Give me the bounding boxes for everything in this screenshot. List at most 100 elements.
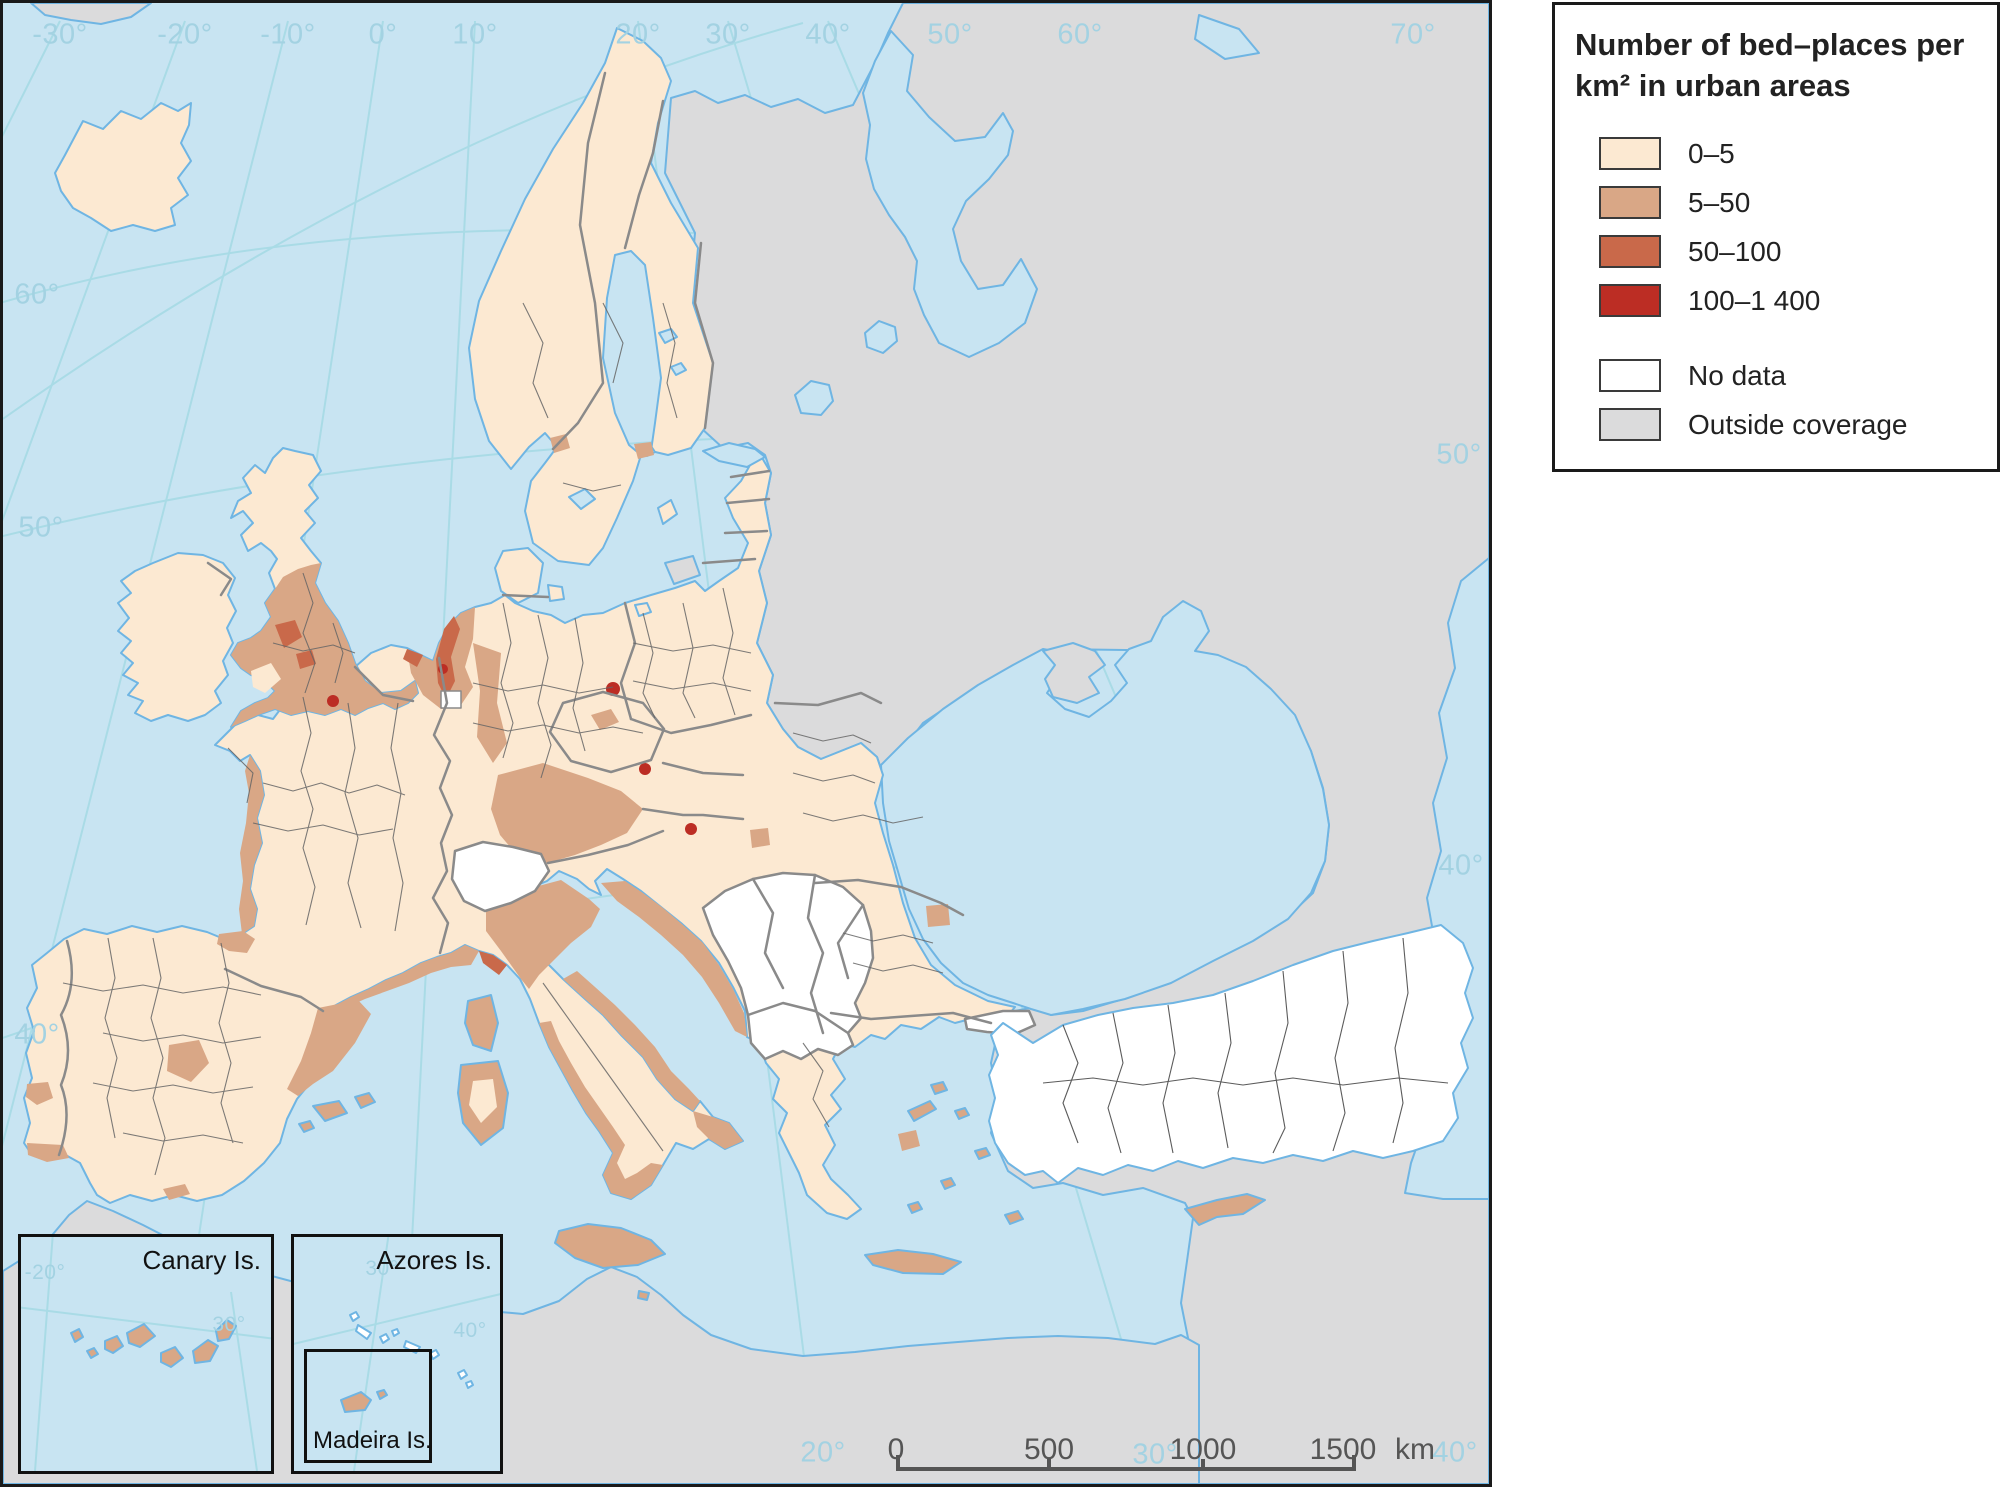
inset-graticule-label: 30° bbox=[212, 1313, 246, 1336]
legend-item: 50–100 bbox=[1599, 234, 1997, 268]
balkan-country-borders bbox=[746, 873, 865, 1035]
legend-swatch-5-50 bbox=[1599, 185, 1661, 219]
malta bbox=[637, 1290, 650, 1301]
sicily bbox=[554, 1223, 666, 1269]
england-wales-region bbox=[231, 563, 418, 727]
lake-onega bbox=[864, 320, 898, 354]
scale-tick bbox=[1201, 1459, 1205, 1467]
balearic-islands bbox=[298, 1092, 376, 1133]
legend-item: 0–5 bbox=[1599, 136, 1997, 170]
england-cream-patch bbox=[251, 663, 281, 693]
graticule-label: 10° bbox=[452, 18, 498, 51]
graticule-label: 20° bbox=[615, 18, 661, 51]
scale-number: 500 bbox=[1023, 1433, 1075, 1466]
graticule-label: 40° bbox=[14, 1018, 60, 1051]
thrace-no-data bbox=[963, 1009, 1037, 1036]
corsica bbox=[464, 994, 499, 1052]
legend-swatch-no-data bbox=[1599, 358, 1661, 392]
graticule-label: 60° bbox=[1057, 18, 1103, 51]
porto-santo-island bbox=[376, 1389, 388, 1400]
danish-isles bbox=[547, 584, 652, 617]
birmingham-region bbox=[296, 650, 316, 669]
graticule-label: -20° bbox=[157, 18, 213, 51]
scale-tick bbox=[1047, 1459, 1051, 1467]
graticule-label: -10° bbox=[260, 18, 316, 51]
nuts-region-borders bbox=[62, 302, 944, 1176]
azores-islands bbox=[349, 1311, 474, 1389]
legend-swatch-0-5 bbox=[1599, 136, 1661, 170]
legend-label: 0–5 bbox=[1688, 137, 1735, 169]
legend-label: 50–100 bbox=[1688, 235, 1782, 267]
crete bbox=[864, 1249, 962, 1275]
graticule-label: -30° bbox=[32, 18, 88, 51]
arctic-inlet bbox=[1194, 14, 1260, 60]
legend-item: 5–50 bbox=[1599, 185, 1997, 219]
inset-graticule-label: 30° bbox=[365, 1257, 399, 1280]
madeira-islands-inset: Madeira Is. bbox=[304, 1349, 432, 1463]
legend-label: 100–1 400 bbox=[1688, 284, 1821, 316]
scale-number: 0 bbox=[887, 1433, 905, 1466]
scandinavia bbox=[468, 27, 714, 566]
map-legend: Number of bed–places per km² in urban ar… bbox=[1552, 2, 2000, 472]
legend-label: No data bbox=[1688, 359, 1787, 391]
crimea bbox=[1042, 642, 1106, 704]
graticule-label: 40° bbox=[1438, 849, 1484, 882]
scale-number: 1500 bbox=[1309, 1433, 1377, 1466]
graticule-label: 20° bbox=[800, 1436, 846, 1469]
london-region bbox=[327, 695, 339, 707]
graticule-label: 30° bbox=[1132, 1438, 1178, 1471]
inset-title: Canary Is. bbox=[142, 1245, 262, 1275]
scale-tick bbox=[896, 1455, 900, 1467]
canary-islands-map bbox=[21, 1237, 271, 1471]
graticule-label: 60° bbox=[14, 278, 60, 311]
canary-islands-inset: -20° 30° Canary Is. bbox=[18, 1234, 274, 1474]
legend-item: Outside coverage bbox=[1599, 407, 1997, 441]
canary-islands bbox=[70, 1319, 237, 1368]
kaliningrad bbox=[664, 555, 701, 585]
iceland bbox=[54, 102, 192, 232]
country-borders bbox=[57, 71, 993, 1157]
turkey-region-borders bbox=[1042, 937, 1449, 1154]
graticule-label: 70° bbox=[1390, 18, 1436, 51]
inset-title: Madeira Is. bbox=[313, 1427, 432, 1454]
graticule-label: 50° bbox=[18, 511, 64, 544]
scale-number: 1000 bbox=[1169, 1433, 1237, 1466]
prague-region bbox=[639, 763, 651, 775]
legend-label: Outside coverage bbox=[1688, 408, 1908, 440]
switzerland-no-data bbox=[450, 840, 551, 913]
ireland bbox=[117, 552, 237, 722]
inset-graticule-label: 40° bbox=[453, 1319, 487, 1342]
manchester-region bbox=[275, 620, 302, 648]
legend-item: 100–1 400 bbox=[1599, 283, 1997, 317]
graticule-label: 50° bbox=[1436, 438, 1482, 471]
madeira-islands-map bbox=[340, 1389, 388, 1413]
legend-swatch-outside-coverage bbox=[1599, 407, 1661, 441]
scale-tick bbox=[1352, 1455, 1356, 1467]
denmark bbox=[494, 547, 544, 604]
gulf-of-finland bbox=[702, 442, 766, 468]
legend-item: No data bbox=[1599, 358, 1997, 392]
madeira-island bbox=[340, 1391, 372, 1413]
graticule-label: 40° bbox=[1432, 1436, 1478, 1469]
turkey-no-data bbox=[988, 924, 1474, 1184]
graticule-label: 30° bbox=[705, 18, 751, 51]
legend-title: Number of bed–places per km² in urban ar… bbox=[1575, 27, 1965, 103]
azores-islands-inset: 30° 40° Azores Is. Madeira Is. bbox=[291, 1234, 503, 1474]
lake-vanern bbox=[568, 488, 596, 510]
legend-swatch-50-100 bbox=[1599, 234, 1661, 268]
europe-map-panel: -30° -20° -10° 0° 10° 20° 30° 40° 50° 60… bbox=[0, 0, 1492, 1487]
finnish-lakes bbox=[658, 328, 687, 376]
inset-graticule-label: -20° bbox=[24, 1261, 66, 1284]
sardinia-inland bbox=[469, 1079, 497, 1123]
scale-bar-line bbox=[896, 1467, 1356, 1471]
legend-swatch-100-1400 bbox=[1599, 283, 1661, 317]
aegean-islands bbox=[907, 1081, 1024, 1225]
netherlands-polder-no-data bbox=[440, 690, 462, 709]
outside-coverage-greenland bbox=[30, 3, 152, 25]
gotland bbox=[657, 499, 678, 525]
lake-ladoga bbox=[794, 380, 834, 416]
graticule-label: 50° bbox=[927, 18, 973, 51]
white-sea bbox=[862, 30, 1038, 358]
graticule-label: 0° bbox=[368, 18, 398, 51]
graticule-label: 40° bbox=[805, 18, 851, 51]
